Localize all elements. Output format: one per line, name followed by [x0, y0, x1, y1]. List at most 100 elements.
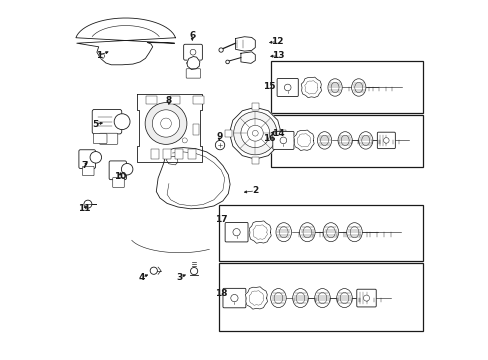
FancyBboxPatch shape [224, 222, 247, 242]
Text: 8: 8 [165, 96, 172, 105]
Circle shape [121, 163, 133, 175]
Bar [146, 96, 157, 104]
FancyBboxPatch shape [79, 150, 95, 168]
Bar [251, 157, 258, 164]
FancyBboxPatch shape [93, 134, 107, 144]
Text: 15: 15 [263, 82, 275, 91]
Ellipse shape [346, 223, 362, 242]
Text: 11: 11 [78, 204, 90, 213]
Circle shape [219, 48, 223, 52]
Polygon shape [186, 57, 200, 69]
Ellipse shape [349, 226, 358, 238]
Bar [219, 205, 422, 261]
Polygon shape [156, 148, 230, 209]
Bar [163, 149, 171, 159]
Text: 7: 7 [81, 161, 87, 170]
Bar [169, 96, 180, 104]
FancyBboxPatch shape [113, 177, 124, 188]
Text: 6: 6 [189, 31, 195, 40]
Text: 5: 5 [92, 120, 98, 129]
Polygon shape [293, 130, 313, 150]
Ellipse shape [351, 79, 365, 96]
Text: 14: 14 [272, 129, 285, 138]
Text: 9: 9 [216, 132, 222, 141]
Circle shape [280, 137, 286, 144]
Circle shape [232, 229, 240, 236]
Polygon shape [229, 107, 281, 159]
Text: 3: 3 [176, 273, 183, 282]
Ellipse shape [326, 226, 335, 238]
Circle shape [90, 152, 102, 163]
Text: 16: 16 [263, 134, 275, 143]
Circle shape [182, 138, 187, 143]
FancyBboxPatch shape [277, 78, 298, 96]
Circle shape [190, 267, 197, 275]
FancyBboxPatch shape [186, 69, 200, 78]
Circle shape [284, 84, 290, 91]
Circle shape [241, 119, 269, 148]
FancyBboxPatch shape [82, 166, 94, 176]
Circle shape [252, 130, 258, 136]
Polygon shape [137, 94, 202, 162]
Text: 12: 12 [270, 37, 283, 46]
Circle shape [145, 103, 186, 144]
FancyBboxPatch shape [99, 133, 118, 144]
Text: 18: 18 [214, 289, 227, 298]
Ellipse shape [327, 79, 342, 96]
Ellipse shape [341, 135, 348, 145]
Ellipse shape [336, 289, 351, 307]
Circle shape [233, 112, 276, 155]
Text: 17: 17 [214, 215, 227, 224]
FancyBboxPatch shape [377, 132, 394, 149]
Bar [278, 130, 285, 137]
FancyBboxPatch shape [183, 44, 202, 60]
Ellipse shape [303, 226, 311, 238]
Ellipse shape [296, 292, 304, 304]
Text: 2: 2 [252, 186, 258, 195]
Circle shape [247, 125, 263, 141]
Bar [187, 149, 195, 159]
Polygon shape [301, 77, 321, 98]
Text: 13: 13 [272, 51, 285, 60]
FancyBboxPatch shape [223, 288, 245, 308]
Ellipse shape [270, 289, 285, 307]
Bar [271, 115, 422, 167]
Polygon shape [76, 18, 175, 65]
Polygon shape [235, 37, 255, 51]
Circle shape [225, 60, 229, 64]
Text: 10: 10 [114, 172, 126, 181]
Circle shape [215, 140, 224, 150]
FancyBboxPatch shape [356, 289, 375, 307]
Polygon shape [245, 287, 267, 309]
Polygon shape [166, 156, 178, 165]
Polygon shape [241, 52, 255, 63]
Ellipse shape [292, 289, 307, 307]
Circle shape [230, 294, 238, 302]
Text: 4: 4 [139, 273, 145, 282]
Ellipse shape [358, 132, 372, 149]
Ellipse shape [337, 132, 351, 149]
Bar [271, 61, 422, 113]
Ellipse shape [318, 292, 326, 304]
Ellipse shape [279, 226, 287, 238]
Ellipse shape [323, 223, 338, 242]
FancyBboxPatch shape [272, 131, 293, 149]
Circle shape [84, 200, 92, 208]
FancyBboxPatch shape [92, 109, 122, 134]
FancyBboxPatch shape [109, 161, 126, 180]
Ellipse shape [275, 223, 291, 242]
Bar [151, 149, 159, 159]
Ellipse shape [317, 132, 331, 149]
Circle shape [363, 295, 369, 301]
Circle shape [152, 110, 179, 137]
Circle shape [190, 49, 196, 55]
Ellipse shape [361, 135, 369, 145]
Circle shape [383, 138, 388, 143]
Ellipse shape [314, 289, 329, 307]
Polygon shape [248, 221, 271, 243]
Ellipse shape [354, 82, 362, 93]
Bar [251, 103, 258, 110]
Bar [193, 96, 203, 104]
Bar [224, 130, 231, 137]
Bar [175, 149, 183, 159]
